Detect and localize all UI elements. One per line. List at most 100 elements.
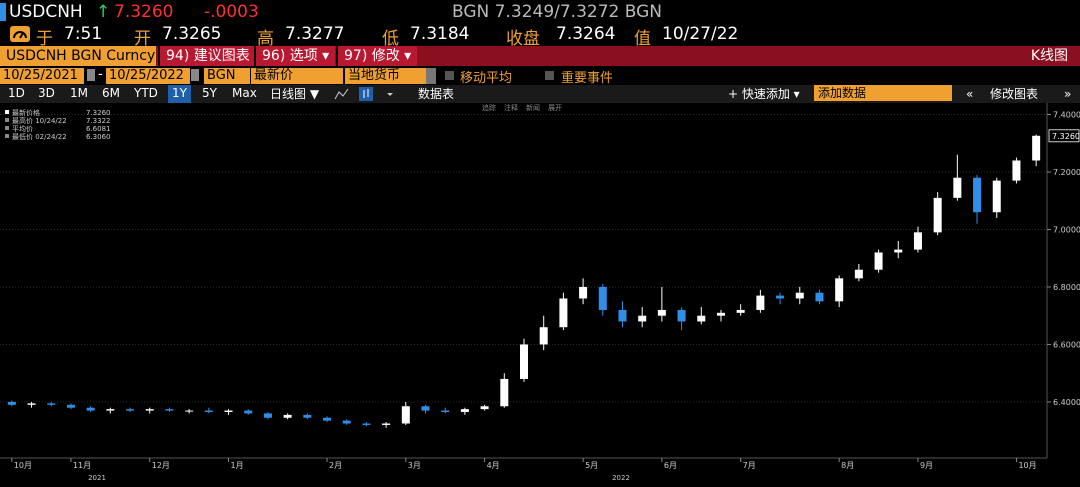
edit-chart[interactable]: 修改图表 [990, 87, 1039, 101]
date-sep: - [98, 67, 103, 82]
start-date[interactable]: 10/25/2021 [0, 68, 84, 84]
source[interactable]: BGN [204, 68, 250, 84]
range-button[interactable]: 5Y [202, 86, 217, 100]
menu-item[interactable]: 97) 修改 ▾ [336, 46, 418, 66]
range-button[interactable]: Max [232, 86, 257, 100]
x-tick-label: 3月 [408, 461, 421, 470]
events[interactable]: 重要事件 [561, 71, 614, 86]
range-button[interactable]: 1Y [168, 85, 191, 103]
high: 7.3277 [285, 24, 345, 44]
calendar-icon[interactable] [87, 69, 95, 81]
legend-swatch [5, 110, 9, 114]
add-data[interactable]: 添加数据 [814, 85, 952, 101]
candle-body [815, 292, 824, 302]
candle-body [1032, 135, 1041, 161]
y-tick-label: 6.4000 [1053, 398, 1080, 407]
data-table[interactable]: 数据表 [418, 87, 455, 101]
x-tick-label: 10月 [14, 461, 32, 470]
candle-body [500, 378, 509, 407]
candle-body [579, 286, 588, 299]
candle-body [126, 409, 135, 411]
next[interactable]: » [1064, 87, 1072, 101]
quote: BGN 7.3249/7.3272 BGN [452, 2, 663, 22]
year-label: 2021 [88, 474, 106, 482]
currency[interactable]: 当地货币 [345, 68, 427, 84]
candle-body [756, 295, 765, 310]
range-button[interactable]: YTD [134, 86, 158, 100]
x-tick-label: 5月 [585, 461, 598, 470]
chart-icons[interactable] [333, 87, 393, 101]
candle-body [1012, 160, 1021, 181]
menu-item[interactable]: 96) 选项 ▾ [254, 46, 336, 66]
candle-body [323, 417, 332, 421]
moving-average[interactable]: 移动平均 [460, 71, 513, 86]
close: 7.3264 [556, 24, 616, 44]
security-field[interactable]: USDCNH BGN Curncy [0, 46, 156, 66]
legend-value: 7.3322 [86, 117, 111, 125]
candle-body [874, 252, 883, 270]
candle-body [441, 410, 450, 413]
legend-swatch [5, 134, 9, 138]
checkbox[interactable] [545, 71, 554, 80]
menu-item[interactable]: 94) 建议图表 [158, 46, 256, 66]
candle-body [559, 298, 568, 328]
range-button[interactable]: 3D [38, 86, 55, 100]
candle-body [421, 406, 430, 411]
dropdown[interactable] [426, 68, 436, 84]
candle-body [953, 177, 962, 198]
quick-add[interactable]: + 快速添加 ▾ [728, 87, 800, 101]
candle-body [657, 309, 666, 316]
range-button[interactable]: 1M [70, 86, 88, 100]
candle-body [283, 414, 292, 418]
range-button[interactable]: 1D [8, 86, 25, 100]
open-label: 开 [134, 29, 151, 49]
candle-body [66, 404, 75, 408]
y-tick-label: 6.8000 [1053, 283, 1080, 292]
candle-body [913, 232, 922, 250]
legend-value: 7.3260 [86, 109, 111, 117]
x-tick-label: 9月 [920, 461, 933, 470]
x-tick-label: 6月 [664, 461, 677, 470]
legend-label: 平均价 [12, 124, 33, 133]
frequency[interactable]: 日线图 ▼ [270, 87, 320, 101]
x-tick-label: 4月 [487, 461, 500, 470]
low-label: 低 [382, 29, 399, 49]
candle-body [539, 327, 548, 345]
candle-body [145, 409, 154, 411]
legend-label: 最高价 10/24/22 [12, 116, 67, 125]
x-tick-label: 2月 [329, 461, 342, 470]
candle-body [460, 409, 469, 413]
low: 7.3184 [410, 24, 470, 44]
candle-body [27, 403, 36, 405]
end-date[interactable]: 10/25/2022 [106, 68, 190, 84]
candle-body [224, 410, 233, 413]
checkbox[interactable] [445, 71, 454, 80]
candle-body [86, 407, 95, 411]
toolbar [0, 85, 1080, 103]
candle-body [520, 344, 528, 379]
y-tick-label: 7.2000 [1053, 168, 1080, 177]
candle-body [106, 409, 115, 411]
time-label: 于 [36, 29, 53, 49]
last-price-box [1048, 129, 1080, 143]
date: 10/27/22 [662, 24, 739, 44]
legend-label: 最新价格 [12, 108, 40, 117]
chart-tool: 注释 [504, 103, 518, 112]
candle-body [854, 269, 863, 279]
candle-body [716, 312, 725, 316]
ticker-marker [0, 3, 6, 21]
calendar-icon[interactable] [191, 69, 199, 81]
range-button[interactable]: 6M [102, 86, 120, 100]
field[interactable]: 最新价 [251, 68, 343, 84]
candle-body [933, 197, 942, 233]
x-tick-label: 11月 [73, 461, 91, 470]
y-tick-label: 7.0000 [1053, 225, 1080, 234]
chart-tool: 展开 [548, 104, 562, 112]
candle-body [638, 315, 647, 322]
close-label: 收盘 [506, 29, 540, 49]
prev[interactable]: « [966, 87, 974, 101]
legend-swatch [5, 126, 9, 130]
candle-body [7, 401, 16, 405]
x-tick-label: 1月 [231, 461, 244, 470]
candle-body [244, 410, 253, 414]
